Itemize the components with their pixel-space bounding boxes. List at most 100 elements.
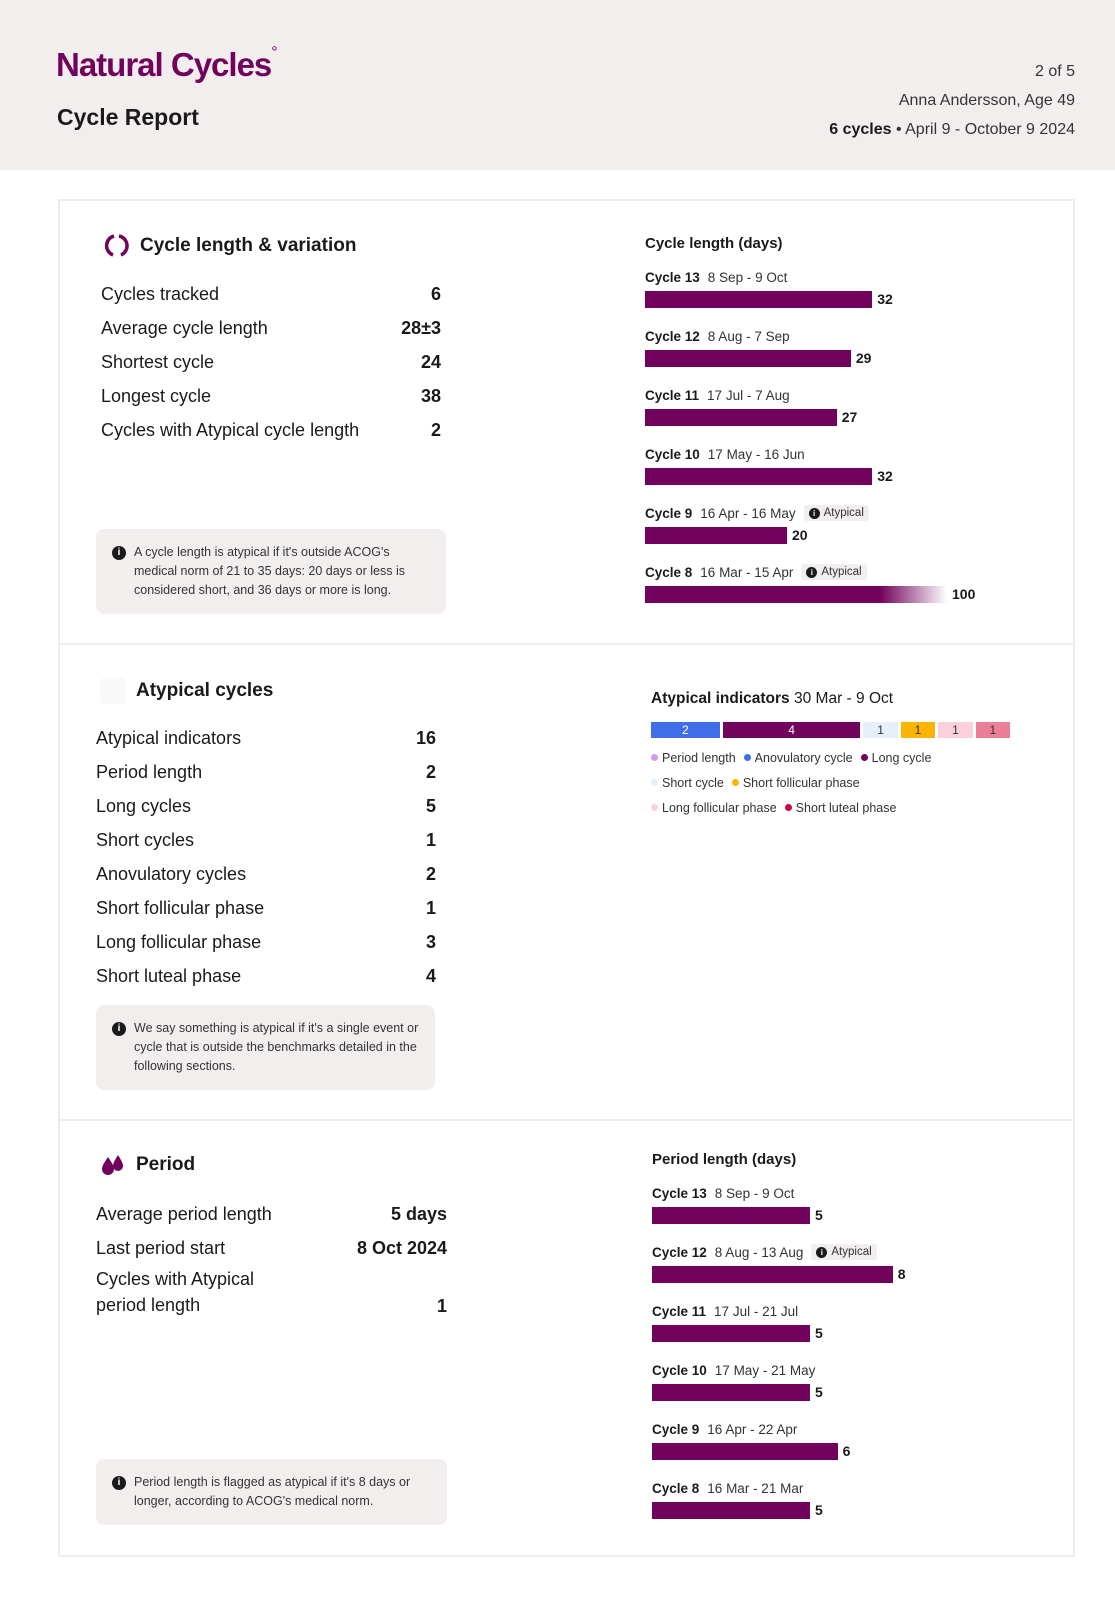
- bar-segment: 1: [900, 722, 936, 738]
- cycle-length-chart: Cycle length (days) Cycle 13 8 Sep - 9 Oc…: [645, 235, 1065, 620]
- stat-value: 1: [436, 1296, 447, 1316]
- cycle-name: Cycle 12: [645, 328, 700, 344]
- badge-text: Atypical: [823, 507, 864, 519]
- bar-value: 20: [792, 527, 808, 543]
- bar-label: Cycle 13 8 Sep - 9 Oct: [645, 266, 1065, 288]
- bar-value: 5: [815, 1502, 823, 1518]
- bar-wrap: 32: [645, 288, 1065, 310]
- legend-item: Long cycle: [860, 751, 931, 765]
- cycle-name: Cycle 11: [645, 387, 700, 403]
- logo: Natural Cycles°: [56, 44, 278, 83]
- bar-wrap: 29: [645, 347, 1065, 369]
- bar-value: 6: [842, 1443, 851, 1459]
- bar-label: Cycle 10 17 May - 16 Jun: [645, 443, 1065, 465]
- stat-value: 24: [420, 351, 441, 372]
- bar: [652, 1324, 810, 1342]
- cycle-name: Cycle 10: [652, 1362, 707, 1378]
- cycle-dates: 8 Sep - 9 Oct: [707, 269, 788, 285]
- bar-value: 27: [841, 409, 858, 425]
- stat-label: Long follicular phase: [96, 931, 262, 952]
- page-title: Cycle Report: [57, 104, 199, 130]
- atypical-section: Atypical cycles Atypical indicators 16 Per…: [58, 643, 1075, 1121]
- cycle-stats: Cycles tracked 6 Average cycle length 28±3 S…: [101, 277, 441, 447]
- legend-label: Long follicular phase: [662, 801, 777, 815]
- chart-row: Cycle 12 8 Aug - 7 Sep 29: [645, 325, 1065, 384]
- stat-row: Long cycles 5: [96, 789, 436, 823]
- cycle-dates: 8 Aug - 7 Sep: [707, 328, 790, 344]
- stat-value: 5 days: [390, 1203, 447, 1224]
- stat-row: Cycles with Atypical period length 1: [96, 1265, 447, 1319]
- bar: [645, 349, 851, 367]
- bar-wrap: 6: [652, 1440, 1072, 1462]
- info-icon: i: [806, 566, 818, 578]
- page-number: 2 of 5: [1034, 63, 1075, 80]
- info-icon: i: [808, 507, 820, 519]
- info-icon: i: [112, 1022, 126, 1036]
- chart-title: Period length (days): [652, 1151, 797, 1168]
- drops-icon: [102, 1155, 123, 1175]
- bar-value: 100: [952, 586, 976, 602]
- bar: [645, 467, 873, 485]
- cycle-name: Cycle 9: [645, 505, 693, 521]
- bar-value: 8: [897, 1266, 906, 1282]
- stat-value: 38: [420, 385, 441, 406]
- cycle-dates: 17 May - 21 May: [714, 1362, 816, 1378]
- info-note: i Period length is flagged as atypical if…: [96, 1459, 447, 1525]
- stat-label: Longest cycle: [101, 385, 212, 406]
- stat-label: Anovulatory cycles: [96, 863, 247, 884]
- stat-label: Long cycles: [96, 795, 192, 816]
- badge-text: Atypical: [831, 1246, 872, 1258]
- atypical-badge: i Atypical: [811, 1244, 877, 1260]
- stat-label: Average period length: [96, 1203, 272, 1224]
- bar-label: Cycle 9 16 Apr - 22 Apr: [652, 1418, 1072, 1440]
- cycle-name: Cycle 13: [652, 1185, 707, 1201]
- bar-label: Cycle 11 17 Jul - 7 Aug: [645, 384, 1065, 406]
- legend-item: Short luteal phase: [784, 801, 896, 815]
- stat-row: Last period start 8 Oct 2024: [96, 1231, 447, 1265]
- legend-item: Anovulatory cycle: [743, 751, 853, 765]
- stat-label: Average cycle length: [101, 317, 268, 338]
- bar: [652, 1442, 838, 1460]
- chart-row: Cycle 11 17 Jul - 7 Aug 27: [645, 384, 1065, 443]
- stat-label: Cycles with Atypical cycle length: [101, 419, 360, 440]
- bar-wrap: 5: [652, 1322, 1072, 1344]
- cycle-name: Cycle 8: [645, 564, 693, 580]
- bar-label: Cycle 8 16 Mar - 15 Apr i Atypical: [645, 561, 1065, 583]
- legend-dot: [860, 754, 868, 761]
- stat-label: Period length: [96, 761, 203, 782]
- cycle-dates: 17 Jul - 21 Jul: [714, 1303, 799, 1319]
- bar-label: Cycle 12 8 Aug - 13 Aug i Atypical: [652, 1241, 1072, 1263]
- bar-segment: 2: [651, 722, 720, 738]
- bar-value: 32: [877, 468, 893, 484]
- bar-wrap: 32: [645, 465, 1065, 487]
- stat-value: 16: [415, 727, 436, 748]
- chart-row: Cycle 9 16 Apr - 16 May i Atypical 20: [645, 502, 1065, 561]
- chart-row: Cycle 8 16 Mar - 21 Mar 5: [652, 1477, 1072, 1536]
- section-title: Period: [100, 1153, 195, 1177]
- cycle-name: Cycle 8: [652, 1480, 700, 1496]
- stat-value: 8 Oct 2024: [356, 1237, 447, 1258]
- report-header: Natural Cycles° Cycle Report 2 of 5 Anna…: [0, 0, 1115, 170]
- stat-row: Anovulatory cycles 2: [96, 857, 436, 891]
- bar: [645, 526, 787, 544]
- legend-row: Long follicular phase Short luteal phase: [651, 796, 981, 821]
- legend-item: Period length: [651, 751, 736, 765]
- stat-label: Last period start: [96, 1237, 226, 1258]
- cycle-name: Cycle 10: [645, 446, 700, 462]
- section-title: Cycle length & variation: [104, 233, 356, 259]
- cycle-dates: 16 Apr - 16 May: [700, 505, 796, 521]
- legend-label: Short cycle: [662, 776, 724, 790]
- stat-row: Short follicular phase 1: [96, 891, 436, 925]
- legend-item: Short cycle: [651, 776, 724, 790]
- bar: [645, 585, 947, 603]
- atypical-stats: Atypical indicators 16 Period length 2 Long …: [96, 721, 436, 993]
- legend: Period length Anovulatory cycle Long cycle…: [651, 746, 981, 821]
- bar-wrap: 20: [645, 524, 1065, 546]
- legend-label: Short follicular phase: [742, 776, 860, 790]
- bar: [652, 1501, 810, 1519]
- chart-row: Cycle 11 17 Jul - 21 Jul 5: [652, 1300, 1072, 1359]
- legend-item: Long follicular phase: [651, 801, 777, 815]
